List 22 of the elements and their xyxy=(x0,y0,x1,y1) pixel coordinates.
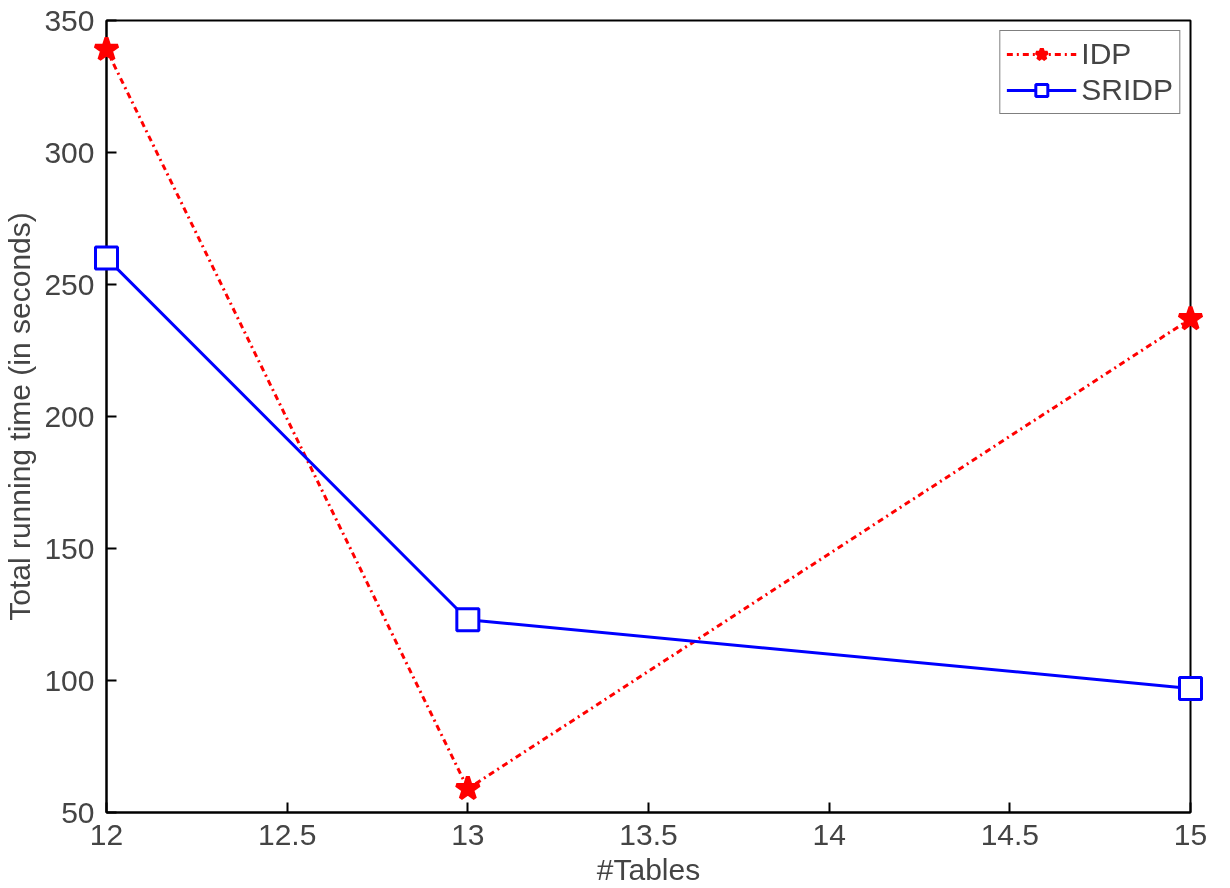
y-tick-label: 100 xyxy=(44,663,95,697)
x-tick-label: 13.5 xyxy=(619,817,678,851)
point xyxy=(455,607,481,633)
x-tick-label: 15 xyxy=(1173,817,1208,851)
y-axis-title: Total running time (in seconds) xyxy=(3,212,37,621)
y-tick-label: 150 xyxy=(44,531,95,565)
point xyxy=(94,245,119,271)
x-tick-label: 14.5 xyxy=(980,817,1040,851)
x-axis-title: #Tables xyxy=(596,852,701,886)
y-tick-label: 200 xyxy=(44,399,95,433)
x-tick-label: 14 xyxy=(812,817,846,851)
y-tick-label: 300 xyxy=(44,135,95,169)
point xyxy=(1177,304,1204,331)
point xyxy=(1178,675,1203,701)
y-tick-label: 350 xyxy=(44,3,95,37)
x-tick-label: 13 xyxy=(451,817,485,851)
y-tick-label: 250 xyxy=(44,267,95,301)
legend-label: SRIDP xyxy=(1081,73,1173,107)
point xyxy=(93,35,120,62)
x-tick-label: 12.5 xyxy=(257,817,317,851)
point xyxy=(454,774,482,801)
legend-label: IDP xyxy=(1081,37,1132,71)
